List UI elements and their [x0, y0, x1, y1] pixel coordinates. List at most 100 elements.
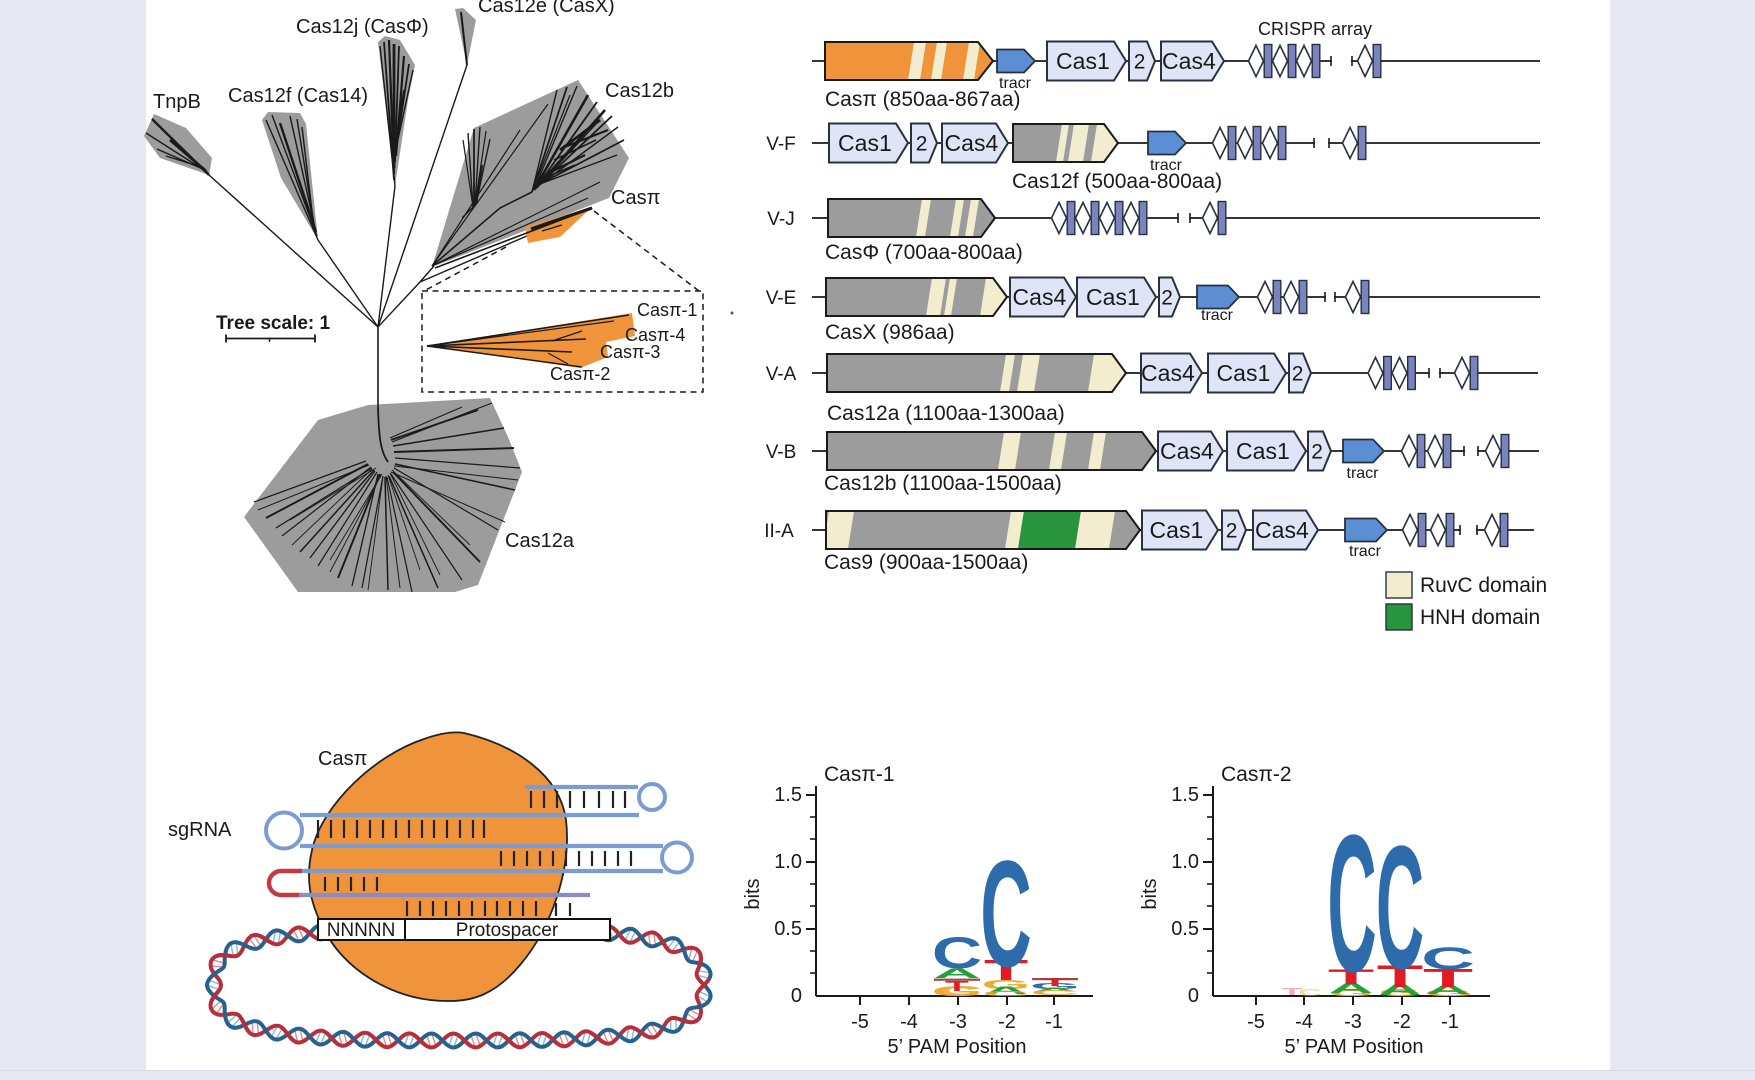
svg-text:V-E: V-E — [766, 288, 797, 309]
svg-text:Cas12b: Cas12b — [605, 80, 674, 102]
svg-text:Cas1: Cas1 — [1056, 48, 1110, 74]
svg-text:tracr: tracr — [1150, 157, 1183, 174]
svg-text:2: 2 — [1161, 286, 1173, 309]
svg-text:-4: -4 — [900, 1011, 918, 1033]
svg-text:-5: -5 — [1247, 1011, 1265, 1033]
svg-text:T: T — [945, 979, 969, 995]
svg-text:-5: -5 — [851, 1011, 869, 1033]
svg-text:CasX (986aa): CasX (986aa) — [825, 321, 955, 344]
svg-text:Cas12b (1100aa-1500aa): Cas12b (1100aa-1500aa) — [824, 472, 1062, 495]
svg-text:Cas12e (CasX): Cas12e (CasX) — [478, 0, 615, 17]
svg-text:-3: -3 — [949, 1011, 967, 1033]
svg-text:-4: -4 — [1295, 1011, 1313, 1033]
svg-text:II-A: II-A — [764, 521, 794, 542]
svg-text:A: A — [1033, 986, 1076, 992]
svg-text:Cas12f (500aa-800aa): Cas12f (500aa-800aa) — [1012, 170, 1222, 193]
svg-text:Casπ-4: Casπ-4 — [625, 325, 685, 345]
svg-text:V-A: V-A — [766, 364, 797, 385]
svg-text:C: C — [980, 830, 1031, 999]
svg-text:RuvC domain: RuvC domain — [1420, 574, 1547, 597]
svg-text:C: C — [982, 990, 1030, 998]
svg-text:Cas1: Cas1 — [1086, 284, 1140, 310]
svg-text:5’ PAM Position: 5’ PAM Position — [1285, 1036, 1424, 1058]
svg-text:Casπ-2: Casπ-2 — [1221, 763, 1292, 786]
svg-text:T: T — [1040, 976, 1070, 989]
svg-text:0: 0 — [791, 985, 802, 1007]
svg-text:-2: -2 — [1393, 1011, 1411, 1033]
svg-text:2: 2 — [1311, 440, 1323, 463]
svg-text:Cas4: Cas4 — [1013, 284, 1067, 310]
svg-text:Cas4: Cas4 — [945, 130, 999, 156]
svg-text:Protospacer: Protospacer — [456, 920, 559, 941]
svg-text:1.5: 1.5 — [1171, 784, 1199, 806]
svg-text:Cas4: Cas4 — [1255, 517, 1309, 543]
svg-text:tracr: tracr — [1201, 307, 1234, 324]
svg-text:2: 2 — [1134, 50, 1146, 73]
svg-text:1.0: 1.0 — [774, 851, 802, 873]
svg-text:Cas1: Cas1 — [1150, 517, 1204, 543]
svg-text:C: C — [932, 929, 982, 978]
svg-text:bits: bits — [1139, 878, 1161, 909]
svg-text:Cas12a (1100aa-1300aa): Cas12a (1100aa-1300aa) — [827, 402, 1065, 425]
svg-text:CRISPR array: CRISPR array — [1258, 19, 1372, 39]
svg-text:Casπ: Casπ — [611, 187, 660, 209]
svg-text:A: A — [1425, 982, 1470, 996]
svg-text:CasΦ (700aa-800aa): CasΦ (700aa-800aa) — [825, 241, 1023, 264]
svg-text:2: 2 — [1226, 519, 1238, 542]
svg-text:Tree scale: 1: Tree scale: 1 — [216, 313, 331, 334]
svg-text:C: C — [1030, 989, 1079, 997]
svg-text:G: G — [982, 977, 1031, 991]
svg-text:0.5: 0.5 — [1171, 918, 1199, 940]
svg-text:NNNNN: NNNNN — [327, 920, 396, 941]
svg-text:Cas1: Cas1 — [1236, 438, 1290, 464]
svg-text:Casπ-2: Casπ-2 — [550, 364, 610, 384]
svg-text:Cas12j (CasΦ): Cas12j (CasΦ) — [296, 16, 429, 38]
svg-text:sgRNA: sgRNA — [168, 819, 232, 841]
svg-text:1.5: 1.5 — [774, 784, 802, 806]
svg-text:G: G — [1030, 981, 1080, 991]
svg-text:Cas1: Cas1 — [838, 130, 892, 156]
svg-text:0.5: 0.5 — [774, 918, 802, 940]
svg-text:V-F: V-F — [766, 134, 796, 155]
svg-text:-1: -1 — [1441, 1011, 1459, 1033]
svg-text:Cas4: Cas4 — [1160, 438, 1214, 464]
svg-text:Cas12a: Cas12a — [505, 530, 575, 552]
svg-text:C: C — [1298, 987, 1322, 998]
svg-text:Casπ-1: Casπ-1 — [824, 763, 895, 786]
svg-text:5’ PAM Position: 5’ PAM Position — [888, 1036, 1027, 1058]
svg-text:-2: -2 — [998, 1011, 1016, 1033]
svg-text:Cas4: Cas4 — [1141, 360, 1195, 386]
svg-text:Cas4: Cas4 — [1162, 48, 1216, 74]
svg-text:C: C — [1376, 811, 1424, 1007]
svg-text:G: G — [1425, 988, 1474, 998]
svg-text:T: T — [1281, 986, 1303, 998]
svg-text:A: A — [984, 984, 1027, 997]
svg-text:1.0: 1.0 — [1171, 851, 1199, 873]
svg-text:tracr: tracr — [1349, 543, 1382, 560]
svg-text:0: 0 — [1188, 985, 1199, 1007]
svg-text:T: T — [1328, 965, 1374, 989]
svg-text:G: G — [931, 983, 982, 999]
svg-text:-1: -1 — [1045, 1011, 1063, 1033]
svg-text:T: T — [1377, 959, 1423, 994]
svg-text:Casπ-1: Casπ-1 — [637, 300, 697, 320]
svg-text:G: G — [1329, 988, 1373, 998]
svg-text:Casπ: Casπ — [318, 748, 367, 770]
svg-text:2: 2 — [916, 132, 928, 155]
svg-text:Casπ-3: Casπ-3 — [600, 342, 660, 362]
svg-text:Cas1: Cas1 — [1217, 360, 1271, 386]
svg-text:bits: bits — [742, 878, 764, 909]
svg-text:-3: -3 — [1344, 1011, 1362, 1033]
svg-text:2: 2 — [1292, 362, 1304, 385]
svg-text:tracr: tracr — [999, 75, 1032, 92]
svg-text:A: A — [1378, 981, 1421, 999]
svg-text:C: C — [1421, 941, 1475, 976]
svg-text:C: C — [938, 984, 982, 998]
svg-text:HNH domain: HNH domain — [1420, 606, 1540, 629]
svg-text:C: C — [1327, 795, 1376, 1014]
svg-text:tracr: tracr — [1347, 465, 1380, 482]
svg-text:Cas12f (Cas14): Cas12f (Cas14) — [228, 85, 368, 107]
svg-text:V-B: V-B — [766, 442, 797, 463]
svg-text:A: A — [1329, 981, 1373, 997]
svg-text:T: T — [984, 954, 1029, 986]
